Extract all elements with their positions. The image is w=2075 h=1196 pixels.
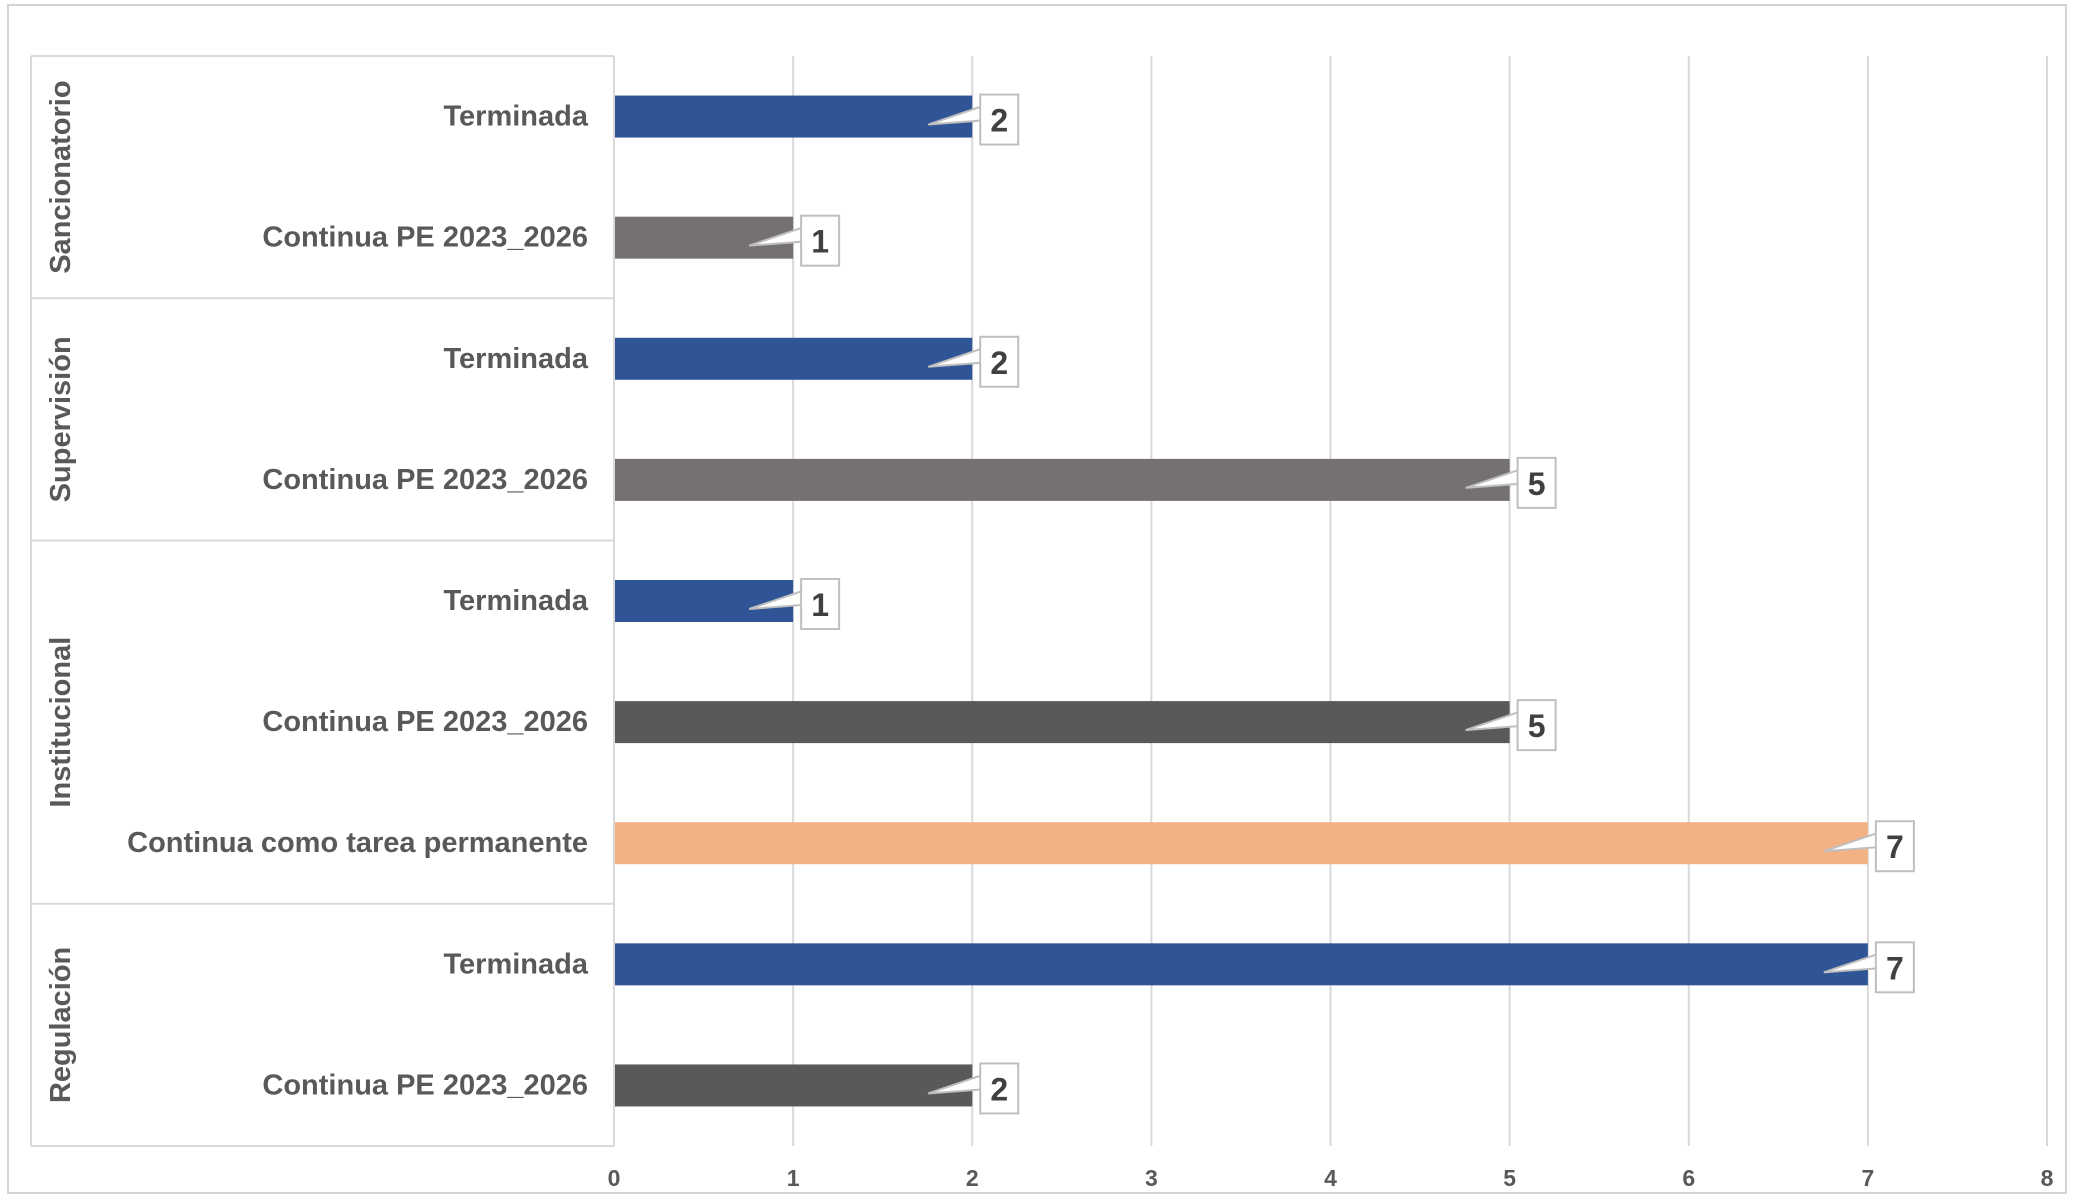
bar (615, 943, 1868, 986)
bar (615, 580, 794, 622)
data-label-seam (981, 347, 986, 364)
category-label: Terminada (443, 343, 588, 375)
x-tick-label: 5 (1503, 1165, 1516, 1191)
category-label: Continua PE 2023_2026 (262, 222, 588, 254)
x-tick-label: 6 (1682, 1165, 1695, 1191)
category-axis: Sancionatorio Terminada Continua PE 2023_2… (30, 55, 615, 1147)
bar (615, 216, 794, 259)
data-label-callout: 2 (927, 335, 1020, 388)
data-label-callout: 7 (1823, 820, 1915, 873)
data-label-callout: 2 (927, 93, 1020, 146)
category-label: Terminada (443, 101, 588, 133)
data-label-box (1874, 820, 1915, 873)
bar (615, 1064, 973, 1107)
category-label: Terminada (443, 585, 588, 617)
data-label-box (1516, 456, 1557, 509)
data-label-callout: 5 (1465, 699, 1557, 752)
data-label-value: 2 (990, 345, 1008, 381)
gridlines (792, 56, 2048, 1146)
data-label-box (800, 578, 841, 630)
data-label-value: 7 (1886, 829, 1904, 865)
group-label-regulación: Regulación (45, 947, 77, 1103)
data-label-value: 2 (990, 103, 1008, 139)
x-tick-label: 2 (966, 1165, 979, 1191)
category-label: Continua PE 2023_2026 (262, 464, 588, 496)
x-tick-label: 0 (608, 1165, 621, 1191)
data-label-value: 1 (811, 587, 829, 623)
data-label-value: 7 (1886, 950, 1904, 986)
data-label-seam (802, 590, 807, 606)
data-label-value: 5 (1528, 466, 1546, 502)
bar (615, 458, 1510, 501)
bar-chart: Sancionatorio Terminada Continua PE 2023_2… (30, 55, 2054, 1191)
group-label-sancionatorio: Sancionatorio (45, 80, 77, 273)
data-label-seam (981, 105, 986, 122)
bar (615, 95, 973, 138)
bars (615, 95, 1868, 1107)
category-label: Continua PE 2023_2026 (262, 706, 588, 738)
data-label-seam (1876, 953, 1881, 970)
bar (615, 337, 973, 380)
bar (615, 701, 1510, 744)
data-label-value: 5 (1528, 708, 1546, 744)
data-label-callout: 5 (1465, 456, 1557, 509)
data-label-seam (1518, 711, 1523, 728)
data-label-seam (1518, 468, 1523, 485)
data-label-seam (802, 226, 807, 243)
data-label-callout: 7 (1823, 941, 1915, 994)
data-label-seam (981, 1074, 986, 1091)
chart-frame: Sancionatorio Terminada Continua PE 2023_2… (7, 4, 2067, 1194)
category-label: Continua PE 2023_2026 (262, 1069, 588, 1101)
category-label: Terminada (443, 948, 588, 980)
data-label-value: 2 (990, 1071, 1008, 1107)
data-label-box (979, 1062, 1020, 1115)
data-label-callout: 1 (748, 578, 841, 630)
value-axis-ticks: 0 1 2 3 4 5 6 7 8 (608, 1165, 2054, 1191)
x-tick-label: 8 (2041, 1165, 2054, 1191)
data-label-callout: 1 (748, 214, 841, 267)
group-label-supervisión: Supervisión (45, 336, 77, 502)
data-label-seam (1876, 832, 1881, 849)
data-label-callout: 2 (927, 1062, 1020, 1115)
group-label-institucional: Institucional (45, 637, 77, 808)
x-tick-label: 4 (1324, 1165, 1337, 1191)
data-label-box (979, 335, 1020, 388)
x-tick-label: 7 (1861, 1165, 1874, 1191)
data-label-box (979, 93, 1020, 146)
x-tick-label: 1 (787, 1165, 800, 1191)
data-label-box (800, 214, 841, 267)
category-label: Continua como tarea permanente (127, 827, 588, 859)
bar (615, 822, 1868, 865)
data-labels: 2 1 2 5 1 5 7 7 2 (748, 93, 1915, 1115)
data-label-box (1874, 941, 1915, 994)
data-label-box (1516, 699, 1557, 752)
data-label-value: 1 (811, 224, 829, 260)
x-tick-label: 3 (1145, 1165, 1158, 1191)
